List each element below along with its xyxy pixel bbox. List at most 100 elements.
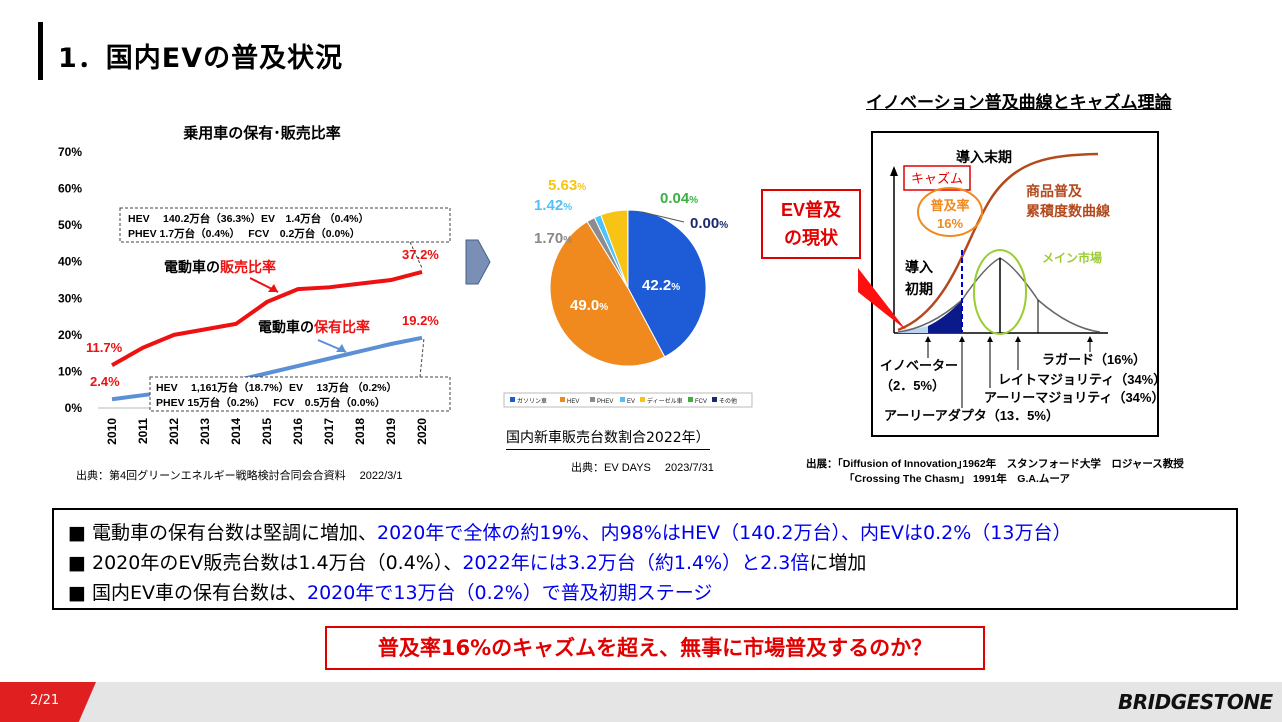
bridgestone-logo: BRIDGESTONE (1118, 690, 1273, 714)
x-tick-label: 2012 (167, 418, 181, 445)
stock-breakdown-line-2: PHEV 15万台（0.2%） FCV 0.5万台（0.0%） (156, 396, 385, 409)
ev-callout-pointer (858, 268, 906, 330)
chart-transition-arrow (465, 239, 491, 285)
stock-end-label: 19.2% (402, 313, 439, 328)
slide-title: 1．国内EVの普及状況 (58, 43, 344, 74)
ev-callout-line-1: EV普及 (781, 199, 842, 220)
ev-callout-line-2: の現状 (784, 227, 839, 248)
pie-slice (549, 220, 666, 367)
y-tick-label: 70% (58, 145, 82, 159)
rate-label-2: 16% (937, 216, 963, 231)
arrowhead-innovator (925, 336, 931, 342)
legend-label: その他 (719, 397, 737, 405)
innovator-label-2: （2．5%） (880, 378, 945, 393)
legend-frame (503, 392, 753, 408)
line-chart-source: 出典：第4回グリーンエネルギー戦略検討合同会合資料 2022/3/1 (76, 468, 402, 482)
innovation-source-2: 「Crossing The Chasm」 1991年 G.A.ムーア (844, 472, 1070, 485)
line-chart-title: 乗用車の保有･販売比率 (183, 124, 341, 142)
legend-swatch (712, 397, 717, 402)
y-tick-label: 60% (58, 182, 82, 196)
legend-label: EV (627, 399, 635, 405)
footer-bar (0, 682, 1282, 722)
diagram-y-arrow (890, 166, 898, 176)
x-tick-label: 2019 (384, 418, 398, 445)
pie-data-label: 1.42% (534, 197, 572, 214)
stock-box-connector (419, 337, 425, 378)
sales-start-label: 11.7% (86, 340, 123, 355)
main-market-label: メイン市場 (1042, 250, 1102, 265)
page-number: 2/21 (30, 693, 60, 708)
cumulative-label-1: 商品普及 (1026, 183, 1083, 199)
summary-line-1: ■ 電動車の保有台数は堅調に増加、2020年で全体の約19%、内98%はHEV（… (68, 522, 1072, 544)
pie-labels: 42.2% 49.0% 1.70% 1.42% 5.63% 0.04% 0.00% (534, 177, 728, 314)
sales-label-arrowhead (268, 284, 278, 292)
s-curve (897, 152, 1099, 332)
x-tick-label: 2015 (260, 418, 274, 445)
legend-swatch (688, 397, 693, 402)
sales-series-label: 電動車の販売比率 (164, 259, 276, 275)
stock-breakdown-box (149, 376, 451, 412)
stock-label-arrowhead (336, 344, 346, 352)
pie-data-label: 0.04% (660, 190, 698, 207)
legend-label: ガソリン車 (517, 397, 547, 405)
main-market-ellipse (973, 249, 1027, 335)
sales-ratio-line (111, 270, 423, 367)
early-stage-label-2: 初期 (905, 281, 933, 297)
x-tick-label: 2011 (136, 418, 150, 444)
y-tick-label: 10% (58, 364, 82, 378)
sales-end-label: 37.2% (402, 247, 439, 262)
pie-caption: 国内新車販売台数割合2022年） (506, 427, 710, 450)
stock-start-label: 2.4% (90, 374, 120, 389)
legend-swatch (510, 397, 515, 402)
pie-leader-line (641, 211, 685, 223)
cumulative-label-2: 累積度数曲線 (1026, 203, 1110, 219)
legend-swatch (590, 397, 595, 402)
summary-line-2: ■ 2020年のEV販売台数は1.4万台（0.4%）、2022年には3.2万台（… (68, 552, 867, 574)
y-tick-label: 40% (58, 255, 82, 269)
page-number-tab (0, 682, 96, 722)
line-chart: 乗用車の保有･販売比率 0% 10% 20% 30% 40% 50% 60% 70% 2010… (58, 124, 451, 482)
x-tick-label: 2013 (198, 418, 212, 445)
y-tick-label: 30% (58, 291, 82, 305)
ev-callout-box (761, 189, 861, 259)
early-adopter-area (928, 300, 962, 333)
title-accent-bar (38, 22, 43, 80)
laggard-label: ラガード（16%） (1042, 352, 1146, 367)
stock-breakdown-line-1: HEV 1,161万台（18.7%）EV 13万台 （0.2%） (156, 381, 397, 394)
late-stage-label: 導入末期 (956, 149, 1012, 165)
pie-data-label: 49.0% (570, 297, 608, 314)
legend-swatch (640, 397, 645, 402)
arrowhead-early-adopter (959, 336, 965, 342)
legend-label: FCV (695, 399, 707, 405)
innovation-source-1: 出展：｢Diffusion of Innovation｣1962年 スタンフォー… (806, 457, 1184, 470)
early-majority-label: アーリーマジョリティ（34%） (984, 390, 1164, 405)
sales-breakdown-line-1: HEV 140.2万台（36.3%）EV 1.4万台 （0.4%） (128, 212, 369, 225)
late-majority-label: レイトマジョリティ（34%） (998, 372, 1166, 387)
innovator-label-1: イノベーター (880, 358, 958, 373)
pie-source: 出典：EV DAYS 2023/7/31 (571, 460, 714, 474)
x-tick-label: 2018 (353, 418, 367, 445)
legend-label: HEV (567, 399, 579, 405)
question-box: 普及率16%のキャズムを超え、無事に市場普及するのか？ (325, 626, 985, 670)
pie-data-label: 42.2% (642, 277, 680, 294)
y-tick-label: 50% (58, 218, 82, 232)
line-chart-x-axis: 2010 2011 2012 2013 2014 2015 2016 2017 2018 2019… (105, 418, 429, 445)
legend-label: ディーゼル車 (647, 397, 683, 405)
y-tick-label: 20% (58, 328, 82, 342)
pie-data-label: 5.63% (548, 177, 586, 194)
rate-label-1: 普及率 (930, 198, 969, 213)
pie-legend: ガソリン車 HEV PHEV EV ディーゼル車 FCV その他 (503, 392, 753, 408)
x-tick-label: 2017 (322, 418, 336, 445)
arrowhead-late-majority (1015, 336, 1021, 342)
rate-ellipse (917, 187, 983, 237)
slide-graphics: 乗用車の保有･販売比率 0% 10% 20% 30% 40% 50% 60% 70% 2010… (58, 124, 1184, 485)
summary-line-3: ■ 国内EV車の保有台数は、2020年で13万台（0.2%）で普及初期ステージ (68, 582, 713, 604)
x-tick-label: 2020 (415, 418, 429, 445)
line-chart-y-axis: 0% 10% 20% 30% 40% 50% 60% 70% (58, 145, 82, 415)
stock-series-label: 電動車の保有比率 (258, 319, 370, 335)
legend-label: PHEV (597, 399, 613, 405)
pie-data-label: 0.00% (690, 215, 728, 232)
early-stage-label-1: 導入 (905, 259, 933, 275)
innovation-title: イノベーション普及曲線とキャズム理論 (866, 93, 1172, 113)
x-tick-label: 2010 (105, 418, 119, 445)
